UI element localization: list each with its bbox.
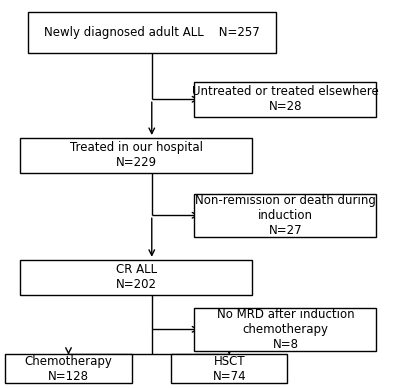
- FancyBboxPatch shape: [20, 260, 252, 294]
- FancyBboxPatch shape: [28, 12, 276, 53]
- Text: Non-remission or death during
induction
N=27: Non-remission or death during induction …: [195, 194, 376, 237]
- Text: Treated in our hospital
N=229: Treated in our hospital N=229: [70, 141, 203, 169]
- Text: HSCT
N=74: HSCT N=74: [212, 355, 246, 383]
- Text: No MRD after induction
chemotherapy
N=8: No MRD after induction chemotherapy N=8: [217, 308, 354, 351]
- FancyBboxPatch shape: [20, 138, 252, 173]
- FancyBboxPatch shape: [194, 82, 376, 117]
- FancyBboxPatch shape: [4, 355, 132, 383]
- FancyBboxPatch shape: [194, 308, 376, 351]
- Text: CR ALL
N=202: CR ALL N=202: [116, 263, 157, 291]
- FancyBboxPatch shape: [171, 355, 287, 383]
- Text: Chemotherapy
N=128: Chemotherapy N=128: [24, 355, 112, 383]
- Text: Untreated or treated elsewhere
N=28: Untreated or treated elsewhere N=28: [192, 85, 379, 113]
- Text: Newly diagnosed adult ALL    N=257: Newly diagnosed adult ALL N=257: [44, 26, 260, 39]
- FancyBboxPatch shape: [194, 194, 376, 237]
